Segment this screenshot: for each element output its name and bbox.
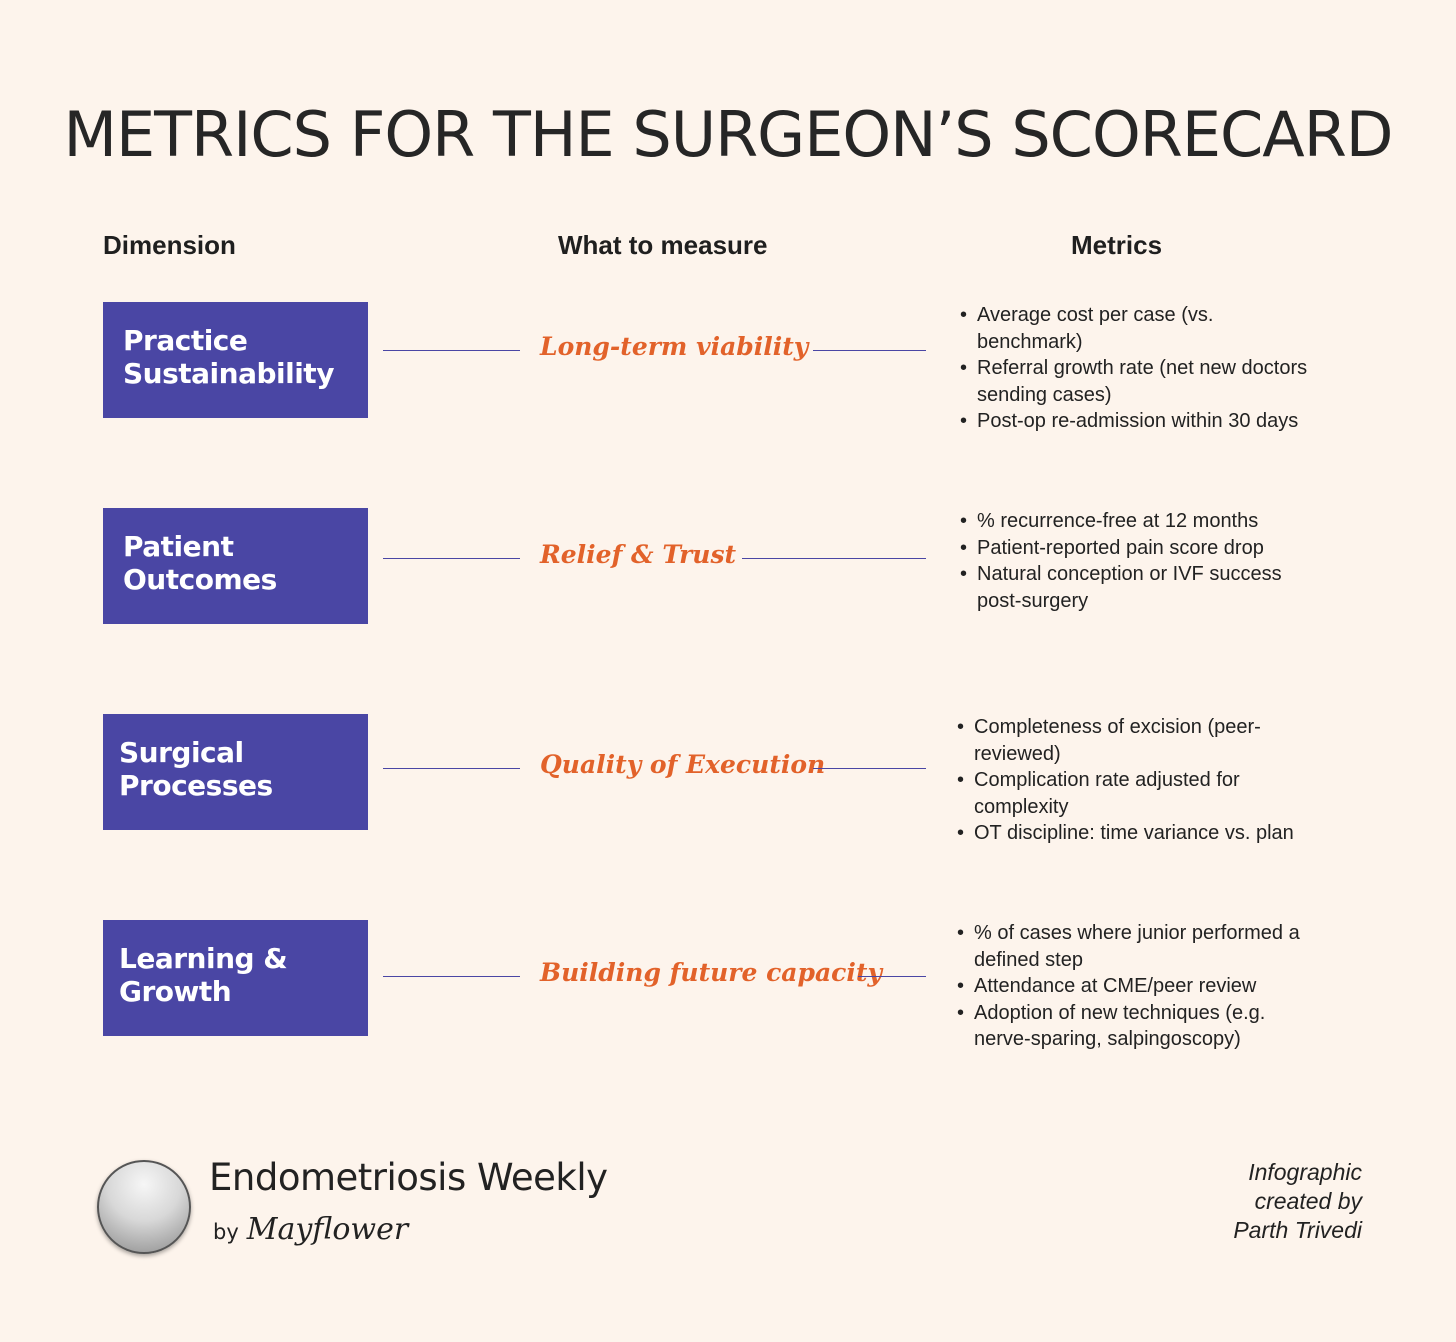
dimension-label-line1: Learning & bbox=[119, 942, 288, 975]
scorecard-row-surgical-processes: Surgical Processes Quality of Execution … bbox=[0, 714, 1456, 846]
publisher-line: by Mayflower bbox=[213, 1212, 408, 1247]
measure-label: Quality of Execution bbox=[540, 750, 826, 779]
infographic-credit: Infographic created by Parth Trivedi bbox=[1233, 1158, 1362, 1245]
dimension-label-line2: Processes bbox=[119, 769, 273, 802]
connector-line-left bbox=[383, 350, 520, 351]
measure-label: Building future capacity bbox=[540, 958, 882, 987]
dimension-label-line2: Sustainability bbox=[123, 357, 334, 390]
dimension-label-line2: Growth bbox=[119, 975, 232, 1008]
credit-line: created by bbox=[1254, 1188, 1362, 1214]
metric-item: Natural conception or IVF success post-s… bbox=[960, 561, 1300, 614]
dimension-label-line1: Practice bbox=[123, 324, 248, 357]
connector-line-right bbox=[858, 976, 926, 977]
dimension-label-line2: Outcomes bbox=[123, 563, 277, 596]
brand-name: Endometriosis Weekly bbox=[209, 1156, 608, 1199]
metrics-list: Completeness of excision (peer-reviewed)… bbox=[957, 714, 1297, 847]
connector-line-left bbox=[383, 976, 520, 977]
dimension-label-line1: Surgical bbox=[119, 736, 244, 769]
metrics-list: % of cases where junior performed a defi… bbox=[957, 920, 1302, 1053]
metric-item: Patient-reported pain score drop bbox=[960, 535, 1300, 562]
metric-item: Referral growth rate (net new doctors se… bbox=[960, 355, 1320, 408]
metric-item: Post-op re-admission within 30 days bbox=[960, 408, 1320, 435]
dimension-box: Practice Sustainability bbox=[103, 302, 368, 418]
dimension-label-line1: Patient bbox=[123, 530, 234, 563]
metric-item: Completeness of excision (peer-reviewed) bbox=[957, 714, 1297, 767]
scorecard-row-practice-sustainability: Practice Sustainability Long-term viabil… bbox=[0, 302, 1456, 434]
credit-line: Infographic bbox=[1248, 1159, 1362, 1185]
metric-item: Average cost per case (vs. benchmark) bbox=[960, 302, 1320, 355]
dimension-box: Patient Outcomes bbox=[103, 508, 368, 624]
header-what-to-measure: What to measure bbox=[558, 230, 768, 260]
metrics-list: Average cost per case (vs. benchmark) Re… bbox=[960, 302, 1320, 435]
dimension-box: Surgical Processes bbox=[103, 714, 368, 830]
header-dimension: Dimension bbox=[103, 230, 236, 260]
metrics-list: % recurrence-free at 12 months Patient-r… bbox=[960, 508, 1300, 614]
metric-item: % recurrence-free at 12 months bbox=[960, 508, 1300, 535]
measure-label: Relief & Trust bbox=[540, 540, 737, 569]
connector-line-left bbox=[383, 558, 520, 559]
header-metrics: Metrics bbox=[1071, 230, 1163, 260]
connector-line-left bbox=[383, 768, 520, 769]
connector-line-right bbox=[813, 350, 926, 351]
by-label: by bbox=[213, 1220, 239, 1244]
dimension-box: Learning & Growth bbox=[103, 920, 368, 1036]
logo-icon bbox=[97, 1160, 191, 1254]
metric-item: % of cases where junior performed a defi… bbox=[957, 920, 1302, 973]
metric-item: OT discipline: time variance vs. plan bbox=[957, 820, 1297, 847]
measure-label: Long-term viability bbox=[540, 332, 809, 361]
metric-item: Attendance at CME/peer review bbox=[957, 973, 1302, 1000]
scorecard-row-learning-growth: Learning & Growth Building future capaci… bbox=[0, 920, 1456, 1050]
credit-author: Parth Trivedi bbox=[1233, 1217, 1362, 1243]
connector-line-right bbox=[742, 558, 926, 559]
page-title: METRICS FOR THE SURGEON’S SCORECARD bbox=[63, 98, 1393, 171]
publisher-name: Mayflower bbox=[246, 1212, 409, 1247]
metric-item: Adoption of new techniques (e.g. nerve-s… bbox=[957, 1000, 1302, 1053]
scorecard-row-patient-outcomes: Patient Outcomes Relief & Trust % recurr… bbox=[0, 508, 1456, 624]
connector-line-right bbox=[813, 768, 926, 769]
metric-item: Complication rate adjusted for complexit… bbox=[957, 767, 1297, 820]
